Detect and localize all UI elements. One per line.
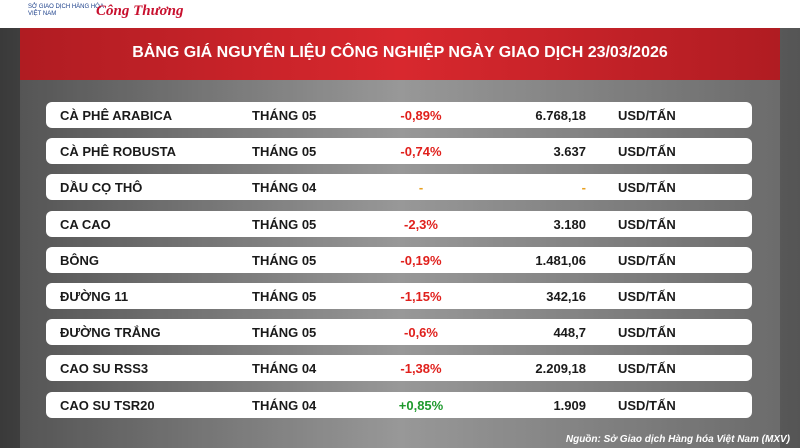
- commodity: BÔNG: [60, 252, 99, 268]
- commodity: CÀ PHÊ ARABICA: [60, 108, 173, 123]
- change: -0,74%: [400, 144, 442, 160]
- unit: USD/TẤN: [618, 216, 676, 232]
- month: THÁNG 05: [252, 108, 317, 123]
- price: 342,16: [546, 289, 586, 304]
- table-row: CA CAO THÁNG 05 -2,3% 3.180 USD/TẤN: [46, 210, 752, 237]
- logo: SỞ GIAO DỊCH HÀNG HÓA VIỆT NAM: [28, 4, 104, 17]
- commodity: CA CAO: [60, 216, 111, 232]
- change: -0,19%: [400, 252, 442, 268]
- commodity: DẦU CỌ THÔ: [60, 180, 143, 196]
- change: -1,38%: [400, 361, 442, 377]
- change: -1,15%: [400, 289, 442, 304]
- price: -: [581, 180, 586, 196]
- unit: USD/TẤN: [618, 180, 676, 196]
- table-row: ĐƯỜNG TRẮNG THÁNG 05 -0,6% 448,7 USD/TẤN: [46, 319, 752, 346]
- brand: Công Thương: [96, 3, 184, 19]
- month: THÁNG 05: [252, 289, 317, 304]
- table-row: ĐƯỜNG 11 THÁNG 05 -1,15% 342,16 USD/TẤN: [46, 283, 752, 309]
- change: -: [418, 180, 424, 196]
- table-row: CAO SU TSR20 THÁNG 04 +0,85% 1.909 USD/TẤN: [46, 391, 752, 418]
- unit: USD/TẤN: [618, 144, 676, 160]
- top-bar: SỞ GIAO DỊCH HÀNG HÓA VIỆT NAM Công Thươ…: [0, 0, 800, 28]
- table-row: CÀ PHÊ ROBUSTA THÁNG 05 -0,74% 3.637 USD/TẤN: [46, 138, 752, 165]
- unit: USD/TẤN: [618, 325, 676, 341]
- price: 2.209,18: [535, 361, 586, 377]
- commodity: CAO SU TSR20: [60, 397, 155, 413]
- change: +0,85%: [398, 397, 444, 413]
- title-band: BẢNG GIÁ NGUYÊN LIỆU CÔNG NGHIỆP NGÀY GI…: [20, 28, 780, 80]
- unit: USD/TẤN: [618, 252, 676, 268]
- table-row: CÀ PHÊ ARABICA THÁNG 05 -0,89% 6.768,18 USD/…: [46, 102, 752, 128]
- commodity: ĐƯỜNG TRẮNG: [60, 325, 161, 341]
- unit: USD/TẤN: [618, 397, 676, 413]
- commodity: ĐƯỜNG 11: [60, 289, 129, 304]
- month: THÁNG 05: [252, 144, 317, 160]
- table-row: DẦU CỌ THÔ THÁNG 04 - - USD/TẤN: [46, 174, 752, 201]
- month: THÁNG 04: [252, 361, 317, 377]
- month: THÁNG 05: [252, 325, 317, 341]
- price: 6.768,18: [535, 108, 586, 123]
- price: 3.180: [553, 216, 586, 232]
- unit: USD/TẤN: [618, 361, 676, 377]
- commodity: CÀ PHÊ ROBUSTA: [60, 144, 177, 160]
- unit: USD/TẤN: [618, 289, 676, 304]
- unit: USD/TẤN: [618, 108, 676, 123]
- price: 1.909: [553, 397, 586, 413]
- month: THÁNG 05: [252, 216, 317, 232]
- source: Nguồn: Sở Giao dịch Hàng hóa Việt Nam (M…: [565, 434, 790, 445]
- price: 1.481,06: [535, 252, 586, 268]
- change: -2,3%: [404, 216, 438, 232]
- price: 3.637: [553, 144, 586, 160]
- change: -0,6%: [404, 325, 438, 341]
- title: BẢNG GIÁ NGUYÊN LIỆU CÔNG NGHIỆP NGÀY GI…: [132, 44, 668, 61]
- commodity: CAO SU RSS3: [60, 361, 149, 377]
- month: THÁNG 04: [252, 180, 317, 196]
- month: THÁNG 04: [252, 397, 317, 413]
- table-row: CAO SU RSS3 THÁNG 04 -1,38% 2.209,18 USD/TẤN: [46, 355, 752, 382]
- change: -0,89%: [400, 108, 442, 123]
- price: 448,7: [553, 325, 586, 341]
- table-row: BÔNG THÁNG 05 -0,19% 1.481,06 USD/TẤN: [46, 246, 752, 273]
- month: THÁNG 05: [252, 252, 317, 268]
